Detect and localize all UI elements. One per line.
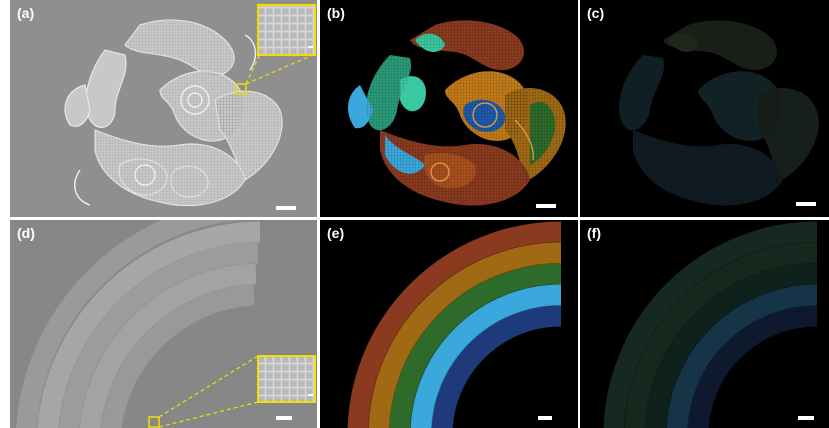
panel-a: (a) [10,0,317,217]
scale-bar [276,206,296,210]
zoom-inset [257,4,316,56]
dragon-grayscale-image [64,4,316,207]
inset-leader-line [245,55,260,85]
panel-d: (d) [10,220,317,428]
inset-leader-line [158,355,259,418]
rainbow-color-image [347,221,562,428]
zoom-inset [257,355,316,403]
panel-c: (c) [580,0,829,217]
panel-label: (f) [587,225,601,241]
rainbow-grayscale-image [16,220,316,428]
dragon-dim-image [619,20,819,206]
rainbow-dim-image [603,221,818,428]
scale-bar [796,202,816,206]
panel-label: (e) [327,225,345,241]
dragon-color-image [348,20,566,206]
inset-marker-box [148,416,160,428]
scale-bar [536,204,556,208]
panel-label: (b) [327,5,345,21]
panel-label: (a) [17,5,35,21]
panel-label: (d) [17,225,35,241]
panel-label: (c) [587,5,605,21]
panel-e: (e) [320,220,578,428]
scale-bar [276,416,292,420]
panel-b: (b) [320,0,578,217]
scale-bar [538,416,552,420]
panel-f: (f) [580,220,829,428]
scale-bar [798,416,814,420]
inset-marker-box [235,83,247,95]
